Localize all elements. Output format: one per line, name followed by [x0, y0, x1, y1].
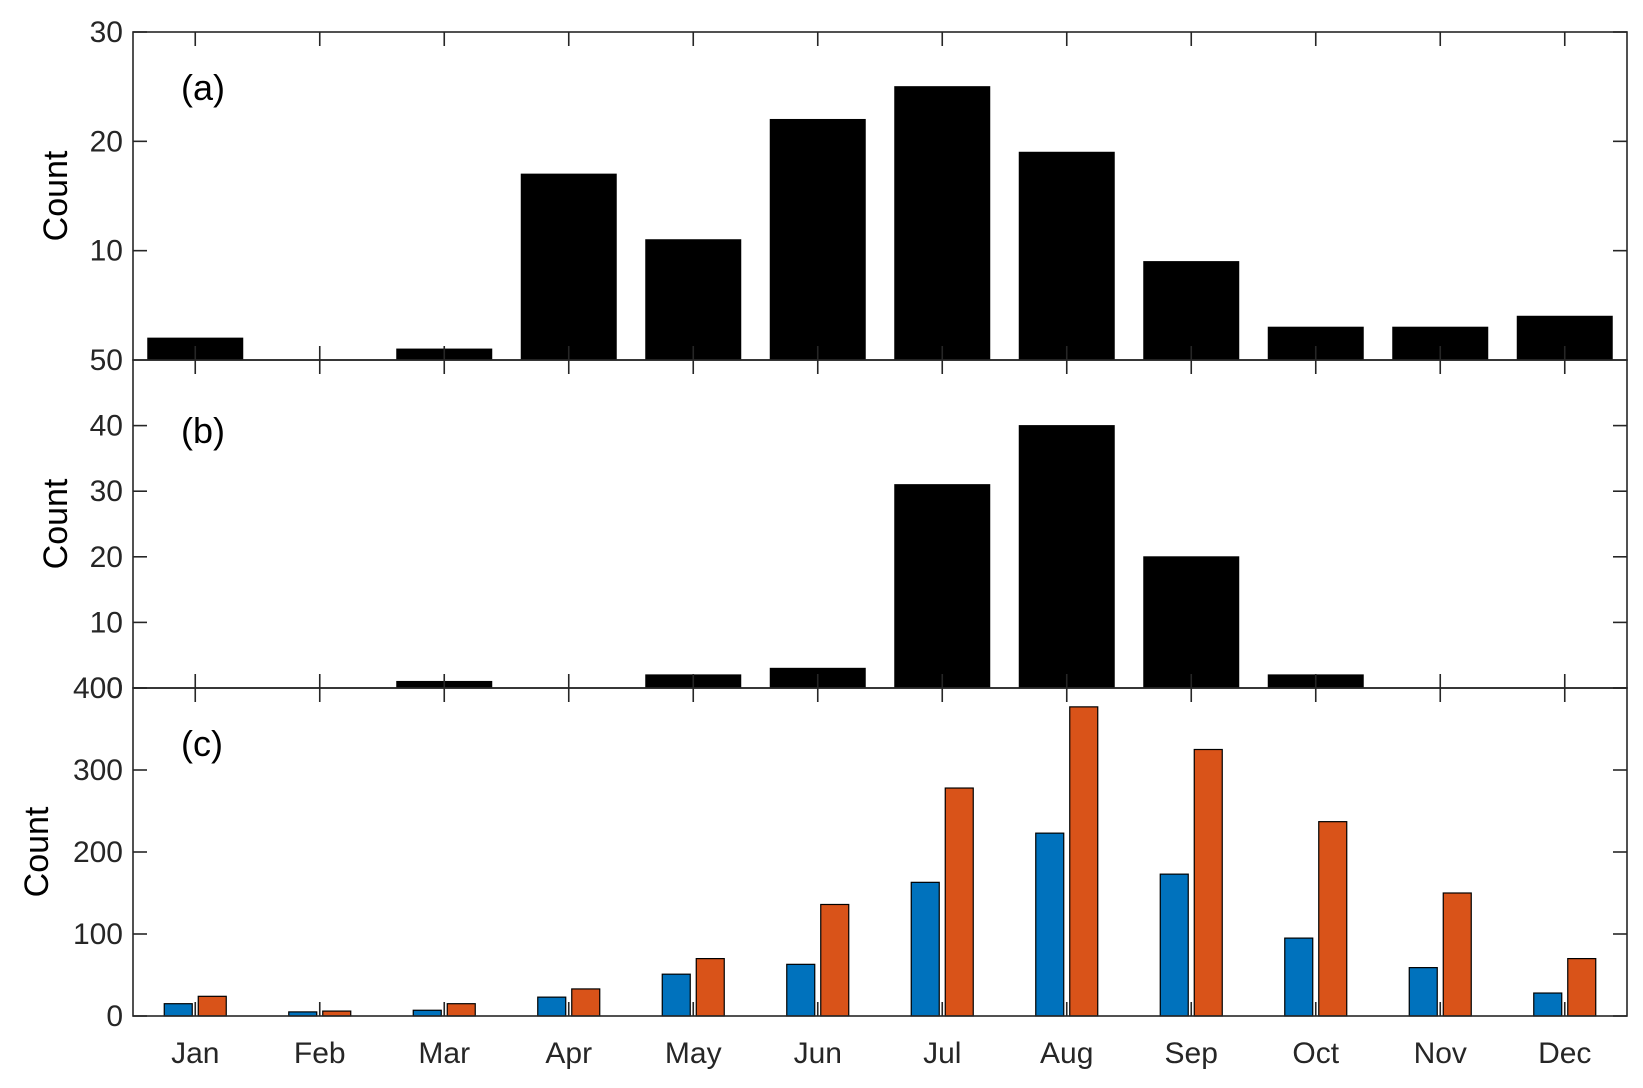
y-tick-label: 0 [106, 1000, 123, 1033]
bar-series1-sep [1159, 873, 1189, 1017]
bar-series2-may [695, 957, 725, 1017]
bar-series2-apr [571, 988, 601, 1017]
bar-series2-jul [944, 787, 974, 1017]
bar-series2-jun [820, 903, 850, 1017]
panel-a-frame [132, 31, 1628, 361]
bar-apr [520, 173, 617, 361]
y-tick-label: 0 [106, 672, 123, 705]
bar-series1-aug [1035, 832, 1065, 1017]
bar-may [645, 239, 742, 361]
panel-b-frame [132, 359, 1628, 689]
panel-a: 10 20 30 50 (a) Count [37, 16, 1628, 377]
x-tick-label-jul: Jul [923, 1037, 961, 1070]
bar-series2-aug [1069, 706, 1099, 1017]
bar-series2-sep [1193, 748, 1223, 1017]
x-tick-label-nov: Nov [1414, 1037, 1467, 1070]
panel-b: 0 10 20 30 40 (b) Count [37, 359, 1628, 705]
panel-a-ylabel: Count [37, 150, 75, 241]
y-tick-label: 10 [90, 235, 123, 268]
y-tick-label: 200 [73, 836, 123, 869]
y-tick-label: 100 [73, 918, 123, 951]
bar-aug [1018, 425, 1115, 689]
x-tick-label-aug: Aug [1040, 1037, 1093, 1070]
y-tick-label: 400 [73, 672, 123, 705]
panel-c: 0 100 200 300 400 (c) Count [18, 672, 1628, 1033]
bar-series2-dec [1567, 957, 1597, 1017]
panel-b-bars [396, 425, 1364, 689]
bar-sep [1143, 556, 1240, 689]
panel-c-ticks: 0 100 200 300 400 [73, 672, 1627, 1033]
x-tick-label-sep: Sep [1165, 1037, 1218, 1070]
x-tick-label-oct: Oct [1292, 1037, 1339, 1070]
y-tick-label: 30 [90, 475, 123, 508]
panel-b-ticks: 0 10 20 30 40 [90, 360, 1627, 705]
bar-series2-mar [446, 1003, 476, 1017]
x-tick-labels: Jan Feb Mar Apr May Jun Jul Aug Sep Oct Nov Dec [171, 1037, 1591, 1070]
panel-a-label: (a) [181, 67, 225, 108]
x-tick-label-feb: Feb [294, 1037, 346, 1070]
x-tick-label-dec: Dec [1538, 1037, 1591, 1070]
x-tick-label-jun: Jun [794, 1037, 842, 1070]
x-tick-label-mar: Mar [418, 1037, 470, 1070]
panel-b-ylabel: Count [37, 478, 75, 569]
y-tick-label: 10 [90, 606, 123, 639]
y-tick-label: 20 [90, 541, 123, 574]
x-tick-label-may: May [665, 1037, 722, 1070]
bar-sep [1143, 261, 1240, 361]
bar-jul [894, 484, 991, 689]
panel-c-bars [163, 706, 1597, 1017]
x-tick-label-apr: Apr [545, 1037, 592, 1070]
bar-series1-may [661, 973, 691, 1017]
bar-series1-jan [163, 1003, 193, 1017]
bar-series2-oct [1318, 821, 1348, 1017]
bar-series2-nov [1442, 892, 1472, 1017]
bar-series1-mar [412, 1009, 442, 1017]
bar-series1-oct [1284, 937, 1314, 1017]
y-tick-label-bottom: 50 [90, 344, 123, 377]
panel-c-frame [132, 687, 1628, 1017]
panel-c-ylabel: Count [18, 806, 56, 897]
bar-series1-jul [910, 881, 940, 1017]
bar-aug [1018, 151, 1115, 361]
bar-jul [894, 86, 991, 361]
panel-a-ticks: 10 20 30 50 [90, 16, 1627, 377]
y-tick-label: 300 [73, 754, 123, 787]
y-tick-label: 30 [90, 16, 123, 49]
bar-series1-dec [1533, 992, 1563, 1017]
bar-series1-jun [786, 963, 816, 1017]
bar-series1-apr [537, 996, 567, 1017]
bar-series2-jan [197, 995, 227, 1017]
bar-series1-nov [1408, 967, 1438, 1017]
bar-jun [769, 118, 866, 361]
y-tick-label: 40 [90, 410, 123, 443]
panel-c-label: (c) [181, 723, 223, 764]
panel-a-bars [147, 86, 1613, 361]
y-tick-label: 20 [90, 125, 123, 158]
panel-b-label: (b) [181, 410, 225, 451]
x-tick-label-jan: Jan [171, 1037, 219, 1070]
